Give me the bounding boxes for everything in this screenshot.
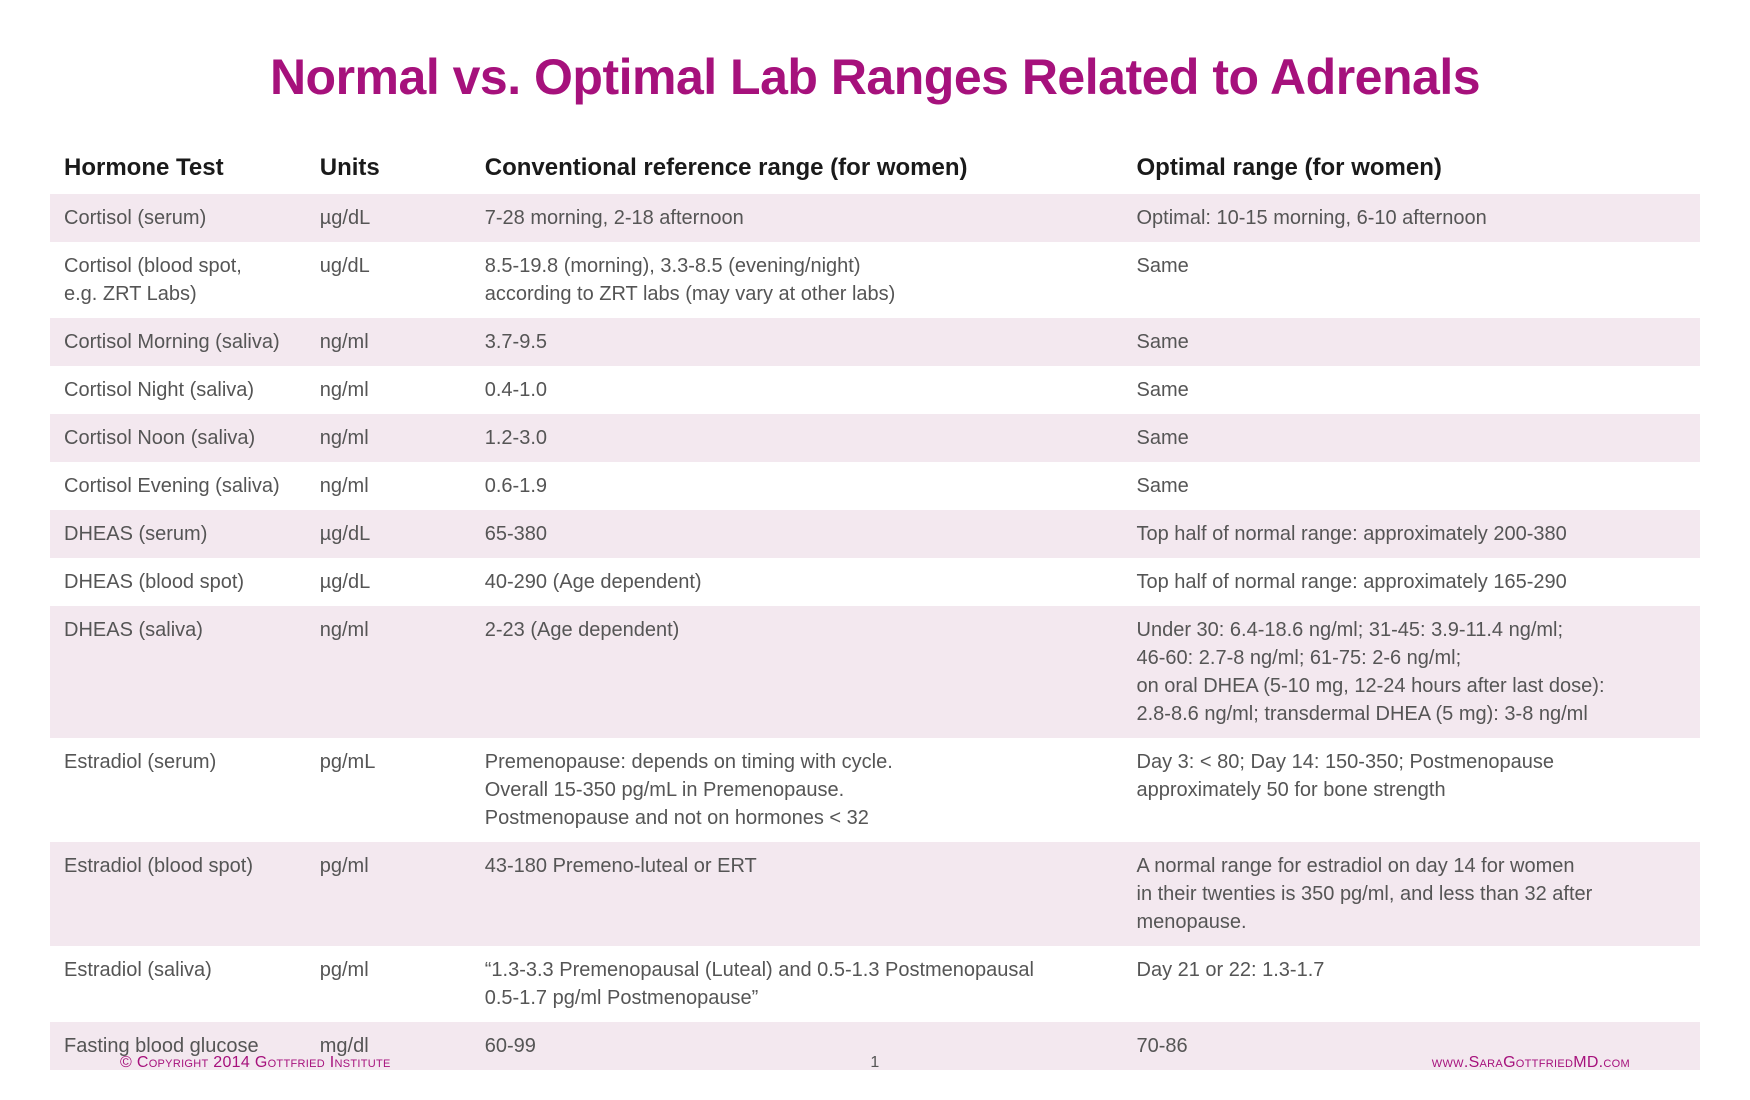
page: Normal vs. Optimal Lab Ranges Related to… — [0, 0, 1750, 1100]
table-cell: Same — [1123, 366, 1701, 414]
table-cell: Estradiol (saliva) — [50, 946, 306, 1022]
table-row: Estradiol (saliva)pg/ml“1.3-3.3 Premenop… — [50, 946, 1700, 1022]
table-row: DHEAS (saliva)ng/ml2-23 (Age dependent)U… — [50, 606, 1700, 738]
table-cell: ng/ml — [306, 414, 471, 462]
table-cell: DHEAS (blood spot) — [50, 558, 306, 606]
table-cell: Same — [1123, 242, 1701, 318]
table-cell: Day 21 or 22: 1.3-1.7 — [1123, 946, 1701, 1022]
table-cell: Estradiol (serum) — [50, 738, 306, 842]
table-cell: Cortisol Night (saliva) — [50, 366, 306, 414]
table-row: Cortisol (blood spot,e.g. ZRT Labs)ug/dL… — [50, 242, 1700, 318]
table-cell: Cortisol Morning (saliva) — [50, 318, 306, 366]
table-cell: Top half of normal range: approximately … — [1123, 510, 1701, 558]
table-cell: 40-290 (Age dependent) — [471, 558, 1123, 606]
table-cell: 43-180 Premeno-luteal or ERT — [471, 842, 1123, 946]
footer-url: www.SaraGottfriedMD.com — [1432, 1054, 1630, 1072]
table-cell: DHEAS (serum) — [50, 510, 306, 558]
table-cell: 0.4-1.0 — [471, 366, 1123, 414]
table-cell: pg/ml — [306, 842, 471, 946]
table-cell: “1.3-3.3 Premenopausal (Luteal) and 0.5-… — [471, 946, 1123, 1022]
table-cell: µg/dL — [306, 194, 471, 242]
table-cell: Top half of normal range: approximately … — [1123, 558, 1701, 606]
table-cell: 65-380 — [471, 510, 1123, 558]
table-cell: Premenopause: depends on timing with cyc… — [471, 738, 1123, 842]
table-row: DHEAS (serum)µg/dL65-380Top half of norm… — [50, 510, 1700, 558]
table-row: Estradiol (blood spot)pg/ml43-180 Premen… — [50, 842, 1700, 946]
table-cell: Same — [1123, 318, 1701, 366]
table-cell: Cortisol Evening (saliva) — [50, 462, 306, 510]
table-cell: Same — [1123, 414, 1701, 462]
table-cell: µg/dL — [306, 510, 471, 558]
table-cell: 0.6-1.9 — [471, 462, 1123, 510]
table-cell: A normal range for estradiol on day 14 f… — [1123, 842, 1701, 946]
table-cell: Under 30: 6.4-18.6 ng/ml; 31-45: 3.9-11.… — [1123, 606, 1701, 738]
table-cell: Day 3: < 80; Day 14: 150-350; Postmenopa… — [1123, 738, 1701, 842]
table-head: Hormone TestUnitsConventional reference … — [50, 144, 1700, 194]
table-cell: Cortisol (blood spot,e.g. ZRT Labs) — [50, 242, 306, 318]
table-cell: ng/ml — [306, 606, 471, 738]
table-cell: Cortisol (serum) — [50, 194, 306, 242]
table-cell: 1.2-3.0 — [471, 414, 1123, 462]
page-title: Normal vs. Optimal Lab Ranges Related to… — [50, 48, 1700, 106]
table-body: Cortisol (serum)µg/dL7-28 morning, 2-18 … — [50, 194, 1700, 1070]
table-header-row: Hormone TestUnitsConventional reference … — [50, 144, 1700, 194]
table-cell: ng/ml — [306, 366, 471, 414]
table-cell: µg/dL — [306, 558, 471, 606]
table-column-header: Hormone Test — [50, 144, 306, 194]
table-column-header: Units — [306, 144, 471, 194]
table-cell: 7-28 morning, 2-18 afternoon — [471, 194, 1123, 242]
table-column-header: Conventional reference range (for women) — [471, 144, 1123, 194]
table-cell: 3.7-9.5 — [471, 318, 1123, 366]
footer-copyright: © Copyright 2014 Gottfried Institute — [120, 1054, 391, 1072]
table-cell: Same — [1123, 462, 1701, 510]
table-cell: 2-23 (Age dependent) — [471, 606, 1123, 738]
table-cell: 8.5-19.8 (morning), 3.3-8.5 (evening/nig… — [471, 242, 1123, 318]
table-cell: ng/ml — [306, 462, 471, 510]
table-cell: pg/mL — [306, 738, 471, 842]
table-cell: ng/ml — [306, 318, 471, 366]
table-row: Cortisol Morning (saliva)ng/ml3.7-9.5Sam… — [50, 318, 1700, 366]
table-cell: Optimal: 10-15 morning, 6-10 afternoon — [1123, 194, 1701, 242]
table-cell: ug/dL — [306, 242, 471, 318]
table-cell: pg/ml — [306, 946, 471, 1022]
table-row: Cortisol Night (saliva)ng/ml0.4-1.0Same — [50, 366, 1700, 414]
footer-page-number: 1 — [870, 1054, 879, 1072]
table-row: DHEAS (blood spot)µg/dL40-290 (Age depen… — [50, 558, 1700, 606]
table-row: Estradiol (serum)pg/mLPremenopause: depe… — [50, 738, 1700, 842]
lab-ranges-table: Hormone TestUnitsConventional reference … — [50, 144, 1700, 1070]
table-row: Cortisol (serum)µg/dL7-28 morning, 2-18 … — [50, 194, 1700, 242]
table-cell: DHEAS (saliva) — [50, 606, 306, 738]
table-row: Cortisol Noon (saliva)ng/ml1.2-3.0Same — [50, 414, 1700, 462]
footer: © Copyright 2014 Gottfried Institute 1 w… — [0, 1054, 1750, 1072]
table-row: Cortisol Evening (saliva)ng/ml0.6-1.9Sam… — [50, 462, 1700, 510]
table-cell: Cortisol Noon (saliva) — [50, 414, 306, 462]
table-column-header: Optimal range (for women) — [1123, 144, 1701, 194]
table-cell: Estradiol (blood spot) — [50, 842, 306, 946]
